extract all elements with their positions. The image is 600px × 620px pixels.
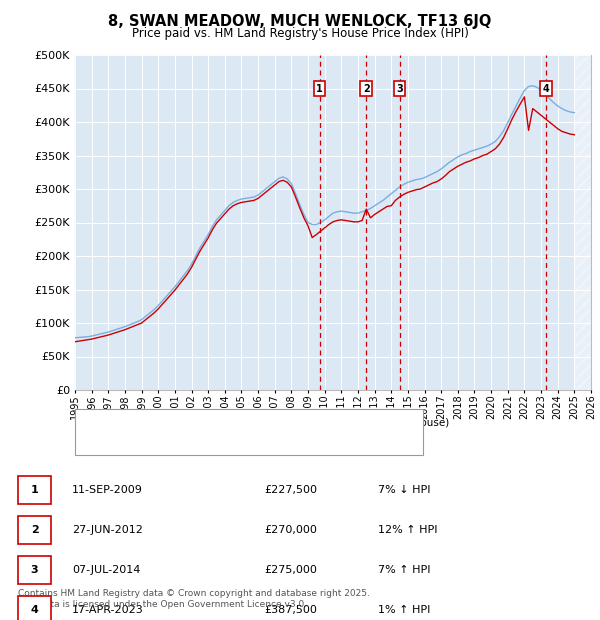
Text: £387,500: £387,500 (264, 605, 317, 615)
Text: 07-JUL-2014: 07-JUL-2014 (72, 565, 140, 575)
Text: 8, SWAN MEADOW, MUCH WENLOCK, TF13 6JQ (detached house): 8, SWAN MEADOW, MUCH WENLOCK, TF13 6JQ (… (111, 418, 449, 428)
Text: 8, SWAN MEADOW, MUCH WENLOCK, TF13 6JQ: 8, SWAN MEADOW, MUCH WENLOCK, TF13 6JQ (109, 14, 491, 29)
Text: 1% ↑ HPI: 1% ↑ HPI (378, 605, 430, 615)
Text: 12% ↑ HPI: 12% ↑ HPI (378, 525, 437, 535)
Text: 3: 3 (396, 84, 403, 94)
Text: 1: 1 (316, 84, 323, 94)
Text: 3: 3 (31, 565, 38, 575)
Text: £227,500: £227,500 (264, 485, 317, 495)
Text: 4: 4 (542, 84, 550, 94)
Text: £270,000: £270,000 (264, 525, 317, 535)
Text: Price paid vs. HM Land Registry's House Price Index (HPI): Price paid vs. HM Land Registry's House … (131, 27, 469, 40)
Text: 4: 4 (31, 605, 38, 615)
Bar (574, 55, 591, 390)
Text: Contains HM Land Registry data © Crown copyright and database right 2025.
This d: Contains HM Land Registry data © Crown c… (18, 590, 370, 609)
Text: 17-APR-2023: 17-APR-2023 (72, 605, 144, 615)
Text: 1: 1 (31, 485, 38, 495)
Text: £275,000: £275,000 (264, 565, 317, 575)
Text: 2: 2 (363, 84, 370, 94)
Text: 7% ↓ HPI: 7% ↓ HPI (378, 485, 431, 495)
Text: 27-JUN-2012: 27-JUN-2012 (72, 525, 143, 535)
Text: 11-SEP-2009: 11-SEP-2009 (72, 485, 143, 495)
Text: 2: 2 (31, 525, 38, 535)
Text: HPI: Average price, detached house, Shropshire: HPI: Average price, detached house, Shro… (111, 436, 360, 446)
Text: 7% ↑ HPI: 7% ↑ HPI (378, 565, 431, 575)
